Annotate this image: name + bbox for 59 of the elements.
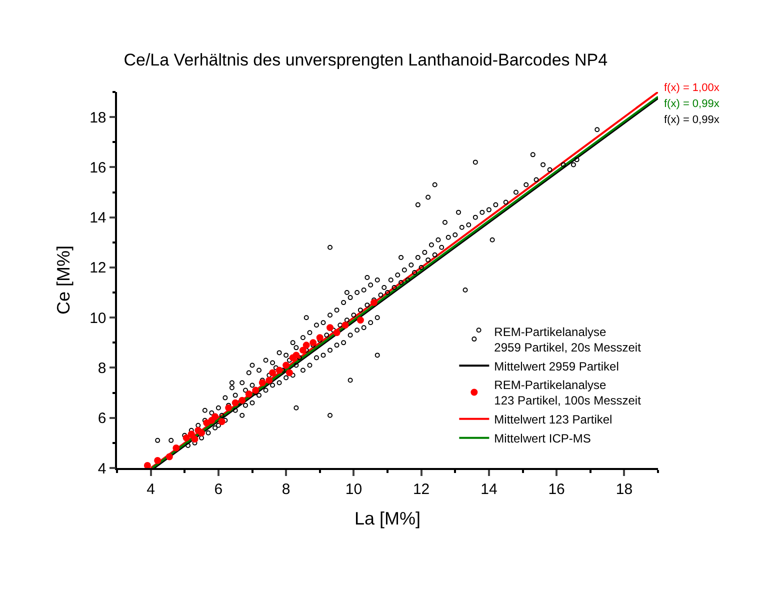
y-tick-label: 18 bbox=[90, 109, 106, 126]
chart-title: Ce/La Verhältnis des unversprengten Lanthanoid-Barcodes NP4 bbox=[124, 50, 608, 70]
x-tick-label: 6 bbox=[214, 480, 223, 498]
point bbox=[172, 444, 180, 452]
point bbox=[316, 334, 324, 342]
point bbox=[286, 369, 293, 376]
y-tick-label: 10 bbox=[90, 310, 106, 327]
point bbox=[144, 462, 151, 469]
point bbox=[238, 396, 246, 404]
point bbox=[370, 299, 378, 306]
text: f(x) = 1,00x bbox=[664, 82, 720, 94]
x-tick-label: 18 bbox=[616, 480, 633, 498]
x-tick-label: 14 bbox=[480, 480, 498, 498]
point bbox=[292, 352, 300, 359]
legend-label: Mittelwert ICP-MS bbox=[494, 432, 591, 446]
point bbox=[182, 434, 190, 442]
point bbox=[302, 342, 310, 349]
y-tick-label: 12 bbox=[90, 260, 106, 277]
point bbox=[166, 453, 173, 460]
x-axis-title: La [M%] bbox=[354, 508, 421, 528]
point bbox=[269, 369, 276, 376]
x-tick-label: 4 bbox=[146, 480, 155, 498]
point bbox=[342, 322, 349, 329]
x-tick-label: 10 bbox=[345, 480, 362, 498]
point bbox=[299, 346, 306, 354]
legend-label: Mittelwert 2959 Partikel bbox=[494, 359, 619, 374]
x-tick-label: 12 bbox=[412, 480, 430, 498]
point bbox=[266, 376, 273, 384]
y-tick-label: 16 bbox=[90, 159, 106, 176]
legend-label: REM-Partikelanalyse 123 Partikel, 100s Messzeit bbox=[494, 378, 642, 408]
point bbox=[212, 413, 219, 420]
x-tick-label: 16 bbox=[548, 480, 565, 498]
point bbox=[218, 418, 226, 426]
text: f(x) = 0,99x bbox=[664, 114, 720, 126]
point bbox=[356, 316, 364, 324]
point bbox=[310, 339, 317, 346]
point bbox=[326, 324, 334, 332]
point bbox=[252, 386, 260, 394]
y-tick-label: 8 bbox=[98, 360, 106, 377]
point bbox=[225, 404, 232, 412]
point bbox=[198, 429, 206, 436]
point bbox=[258, 379, 266, 386]
point bbox=[154, 456, 162, 464]
point bbox=[282, 362, 290, 369]
point bbox=[232, 399, 239, 406]
point bbox=[245, 390, 252, 398]
point bbox=[333, 329, 340, 336]
point bbox=[203, 419, 210, 426]
text: f(x) = 0,99x bbox=[664, 98, 720, 110]
legend-label: Mittelwert 123 Partikel bbox=[494, 412, 612, 427]
y-tick-label: 4 bbox=[98, 460, 106, 478]
point bbox=[188, 430, 195, 438]
point bbox=[276, 366, 283, 374]
y-axis-title: Ce [M%] bbox=[53, 245, 74, 315]
point bbox=[191, 436, 198, 443]
y-tick-label: 6 bbox=[98, 410, 106, 428]
legend-label: REM-Partikelanalyse 2959 Partikel, 20s Messzeit bbox=[494, 324, 642, 355]
y-tick-label: 14 bbox=[90, 210, 106, 227]
x-tick-label: 8 bbox=[282, 480, 290, 498]
